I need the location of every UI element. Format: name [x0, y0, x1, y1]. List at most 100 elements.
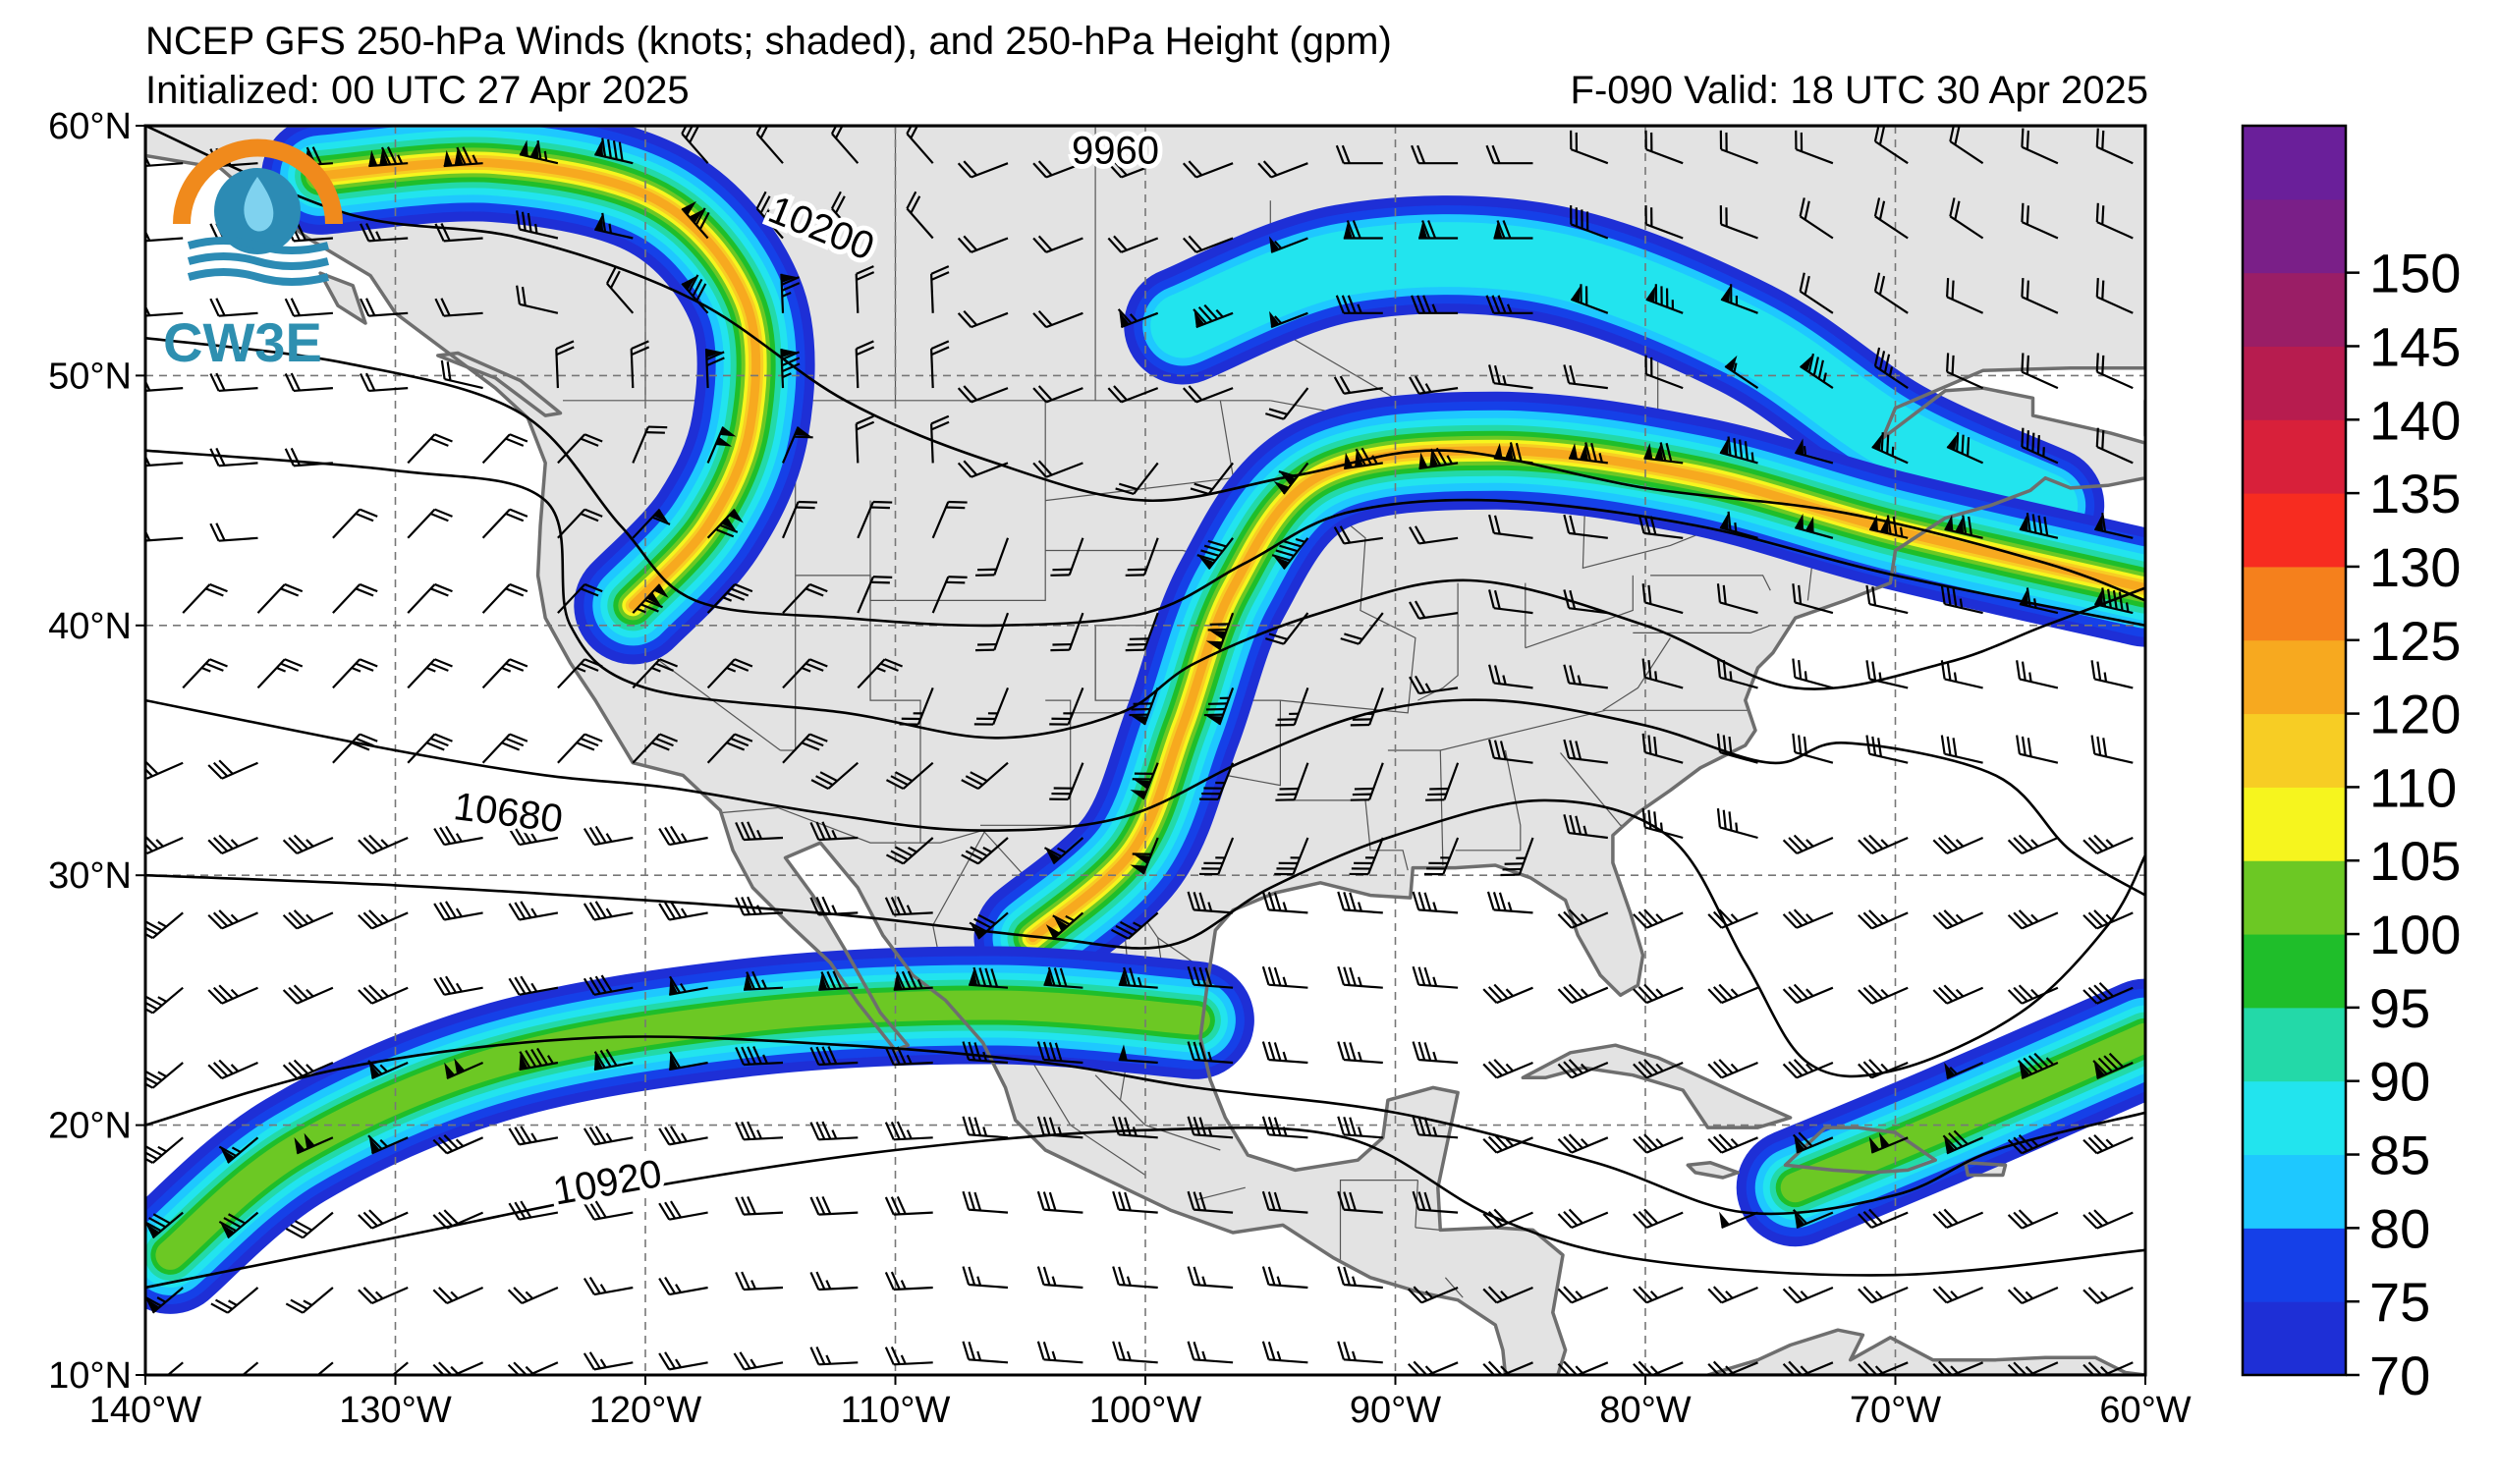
wind-barb: [1932, 909, 1984, 930]
wind-barb: [440, 359, 483, 390]
wind-barb: [658, 1126, 708, 1146]
wind-barb: [516, 210, 559, 240]
wind-barb: [1337, 891, 1383, 914]
colorbar-segment: [2243, 126, 2346, 200]
wind-barb: [358, 984, 409, 1005]
map-title: NCEP GFS 250-hPa Winds (knots; shaded), …: [145, 20, 1392, 63]
wind-barb: [1488, 589, 1533, 615]
valid-time: F-090 Valid: 18 UTC 30 Apr 2025: [1570, 69, 2148, 112]
land-south-america-coast: [1705, 1328, 2145, 1375]
wind-barb: [857, 500, 893, 539]
wind-barb: [1117, 308, 1159, 329]
colorbar-segment: [2243, 860, 2346, 935]
wind-barb: [1198, 837, 1235, 876]
wind-barb: [145, 1136, 184, 1164]
wind-barb: [929, 265, 950, 313]
wind-barb: [1045, 911, 1084, 940]
wind-barb: [1940, 584, 1983, 615]
height-contour-1: [145, 336, 2145, 628]
wind-barb: [1269, 310, 1308, 329]
wind-barb: [407, 733, 453, 764]
wind-barb: [1337, 1190, 1383, 1214]
wind-barb: [1257, 160, 1308, 179]
wind-barb: [2007, 1209, 2059, 1230]
wind-barb: [1193, 303, 1234, 329]
wind-barb: [1633, 983, 1684, 1005]
wind-barb: [1932, 1208, 1984, 1229]
wind-barb: [1782, 1286, 1834, 1304]
wind-barb: [1337, 1041, 1383, 1065]
wind-barb: [1261, 1190, 1308, 1214]
wind-barb: [1782, 834, 1834, 855]
wind-barb: [1187, 1341, 1234, 1364]
wind-barb: [658, 1200, 708, 1221]
wind-barb: [1275, 687, 1309, 727]
wind-barb: [481, 433, 528, 465]
wind-barb: [1043, 966, 1083, 989]
wind-barb: [360, 223, 409, 243]
wind-barb: [1865, 584, 1909, 615]
wind-barb: [1107, 160, 1159, 179]
colorbar-label: 95: [2369, 977, 2430, 1039]
wind-barb: [1107, 385, 1159, 404]
wind-barb: [1337, 1341, 1383, 1364]
wind-barb: [1488, 664, 1533, 689]
wind-barb: [2082, 1134, 2134, 1155]
wind-barb: [2082, 834, 2134, 855]
wind-barb: [1932, 1286, 1984, 1304]
wind-barb: [1873, 197, 1909, 240]
wind-barb: [780, 349, 801, 389]
wind-barb: [145, 1361, 184, 1375]
wind-barb: [1782, 1059, 1834, 1079]
wind-barb: [1719, 436, 1758, 465]
wind-barb: [1557, 908, 1609, 929]
wind-barb: [1418, 220, 1459, 240]
contour-label-9960: 9960: [1072, 130, 1159, 173]
wind-barb: [1412, 891, 1459, 914]
wind-barb: [857, 576, 893, 614]
wind-barb: [1707, 908, 1758, 929]
wind-barb: [1858, 984, 1909, 1005]
wind-barb: [182, 658, 228, 689]
wind-barb: [893, 970, 933, 991]
wind-barb: [214, 1361, 259, 1375]
wind-barb: [809, 1346, 859, 1366]
wind-barb: [358, 909, 409, 930]
wind-barb: [1557, 1360, 1609, 1375]
wind-barb: [1032, 160, 1083, 179]
border-line-20: [1525, 575, 1634, 649]
border-line-24: [1650, 575, 1771, 591]
wind-barb: [809, 1271, 859, 1292]
wind-barb: [284, 447, 333, 467]
wind-barb: [1333, 375, 1383, 395]
colorbar-label: 80: [2369, 1197, 2430, 1259]
wind-barb: [632, 583, 669, 614]
wind-barb: [182, 582, 228, 614]
wind-barb: [681, 274, 709, 314]
wind-barb: [1557, 1208, 1609, 1229]
wind-barb: [2095, 202, 2134, 240]
wind-barb: [1557, 983, 1609, 1005]
wind-barb: [1335, 295, 1383, 314]
height-contour-5: [145, 1035, 2145, 1216]
wind-barb: [145, 911, 184, 940]
wind-barb: [658, 1351, 708, 1371]
colorbar-segment: [2243, 198, 2346, 274]
wind-barb: [1407, 1360, 1459, 1375]
border-line-12: [1045, 477, 1234, 502]
jet-band-120kt: [315, 157, 761, 610]
wind-barb: [1641, 658, 1684, 689]
wind-barb: [432, 1134, 484, 1155]
wind-barb: [218, 1136, 259, 1164]
colorbar-label: 110: [2369, 756, 2457, 818]
wind-barb: [508, 975, 559, 996]
wind-barb: [1782, 908, 1834, 929]
lat-tick-label: 30°N: [48, 855, 132, 897]
wind-barb: [282, 984, 334, 1005]
wind-barb: [1485, 144, 1533, 165]
lon-tick-label: 70°W: [1850, 1390, 1941, 1431]
wind-barb: [358, 1209, 409, 1230]
border-line-16: [1283, 799, 1409, 871]
wind-barb: [1792, 658, 1834, 689]
wind-barb: [810, 761, 860, 791]
